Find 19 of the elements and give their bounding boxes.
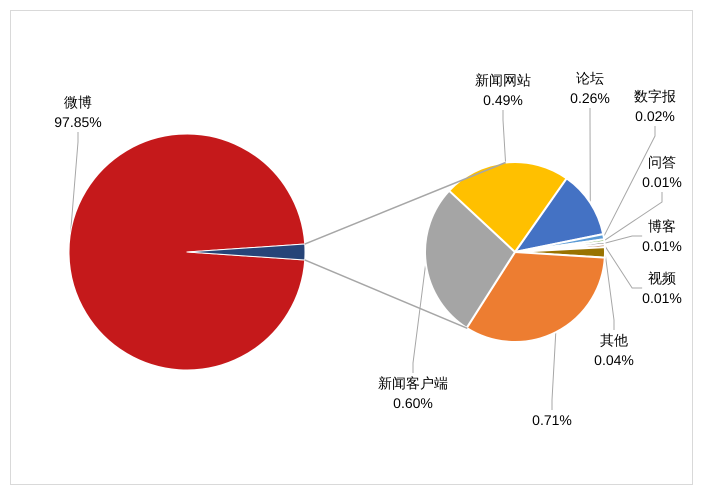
slice-label: 新闻客户端: [378, 375, 448, 391]
slice-label: 其他: [600, 332, 628, 348]
slice-label: 论坛: [576, 70, 604, 86]
slice-label: 微博: [64, 94, 92, 110]
data-label: 0.60%: [393, 395, 433, 411]
data-label: 0.26%: [570, 90, 610, 106]
data-label: 0.01%: [642, 174, 682, 190]
data-label: 0.04%: [594, 352, 634, 368]
slice-label: 数字报: [634, 88, 676, 104]
data-label: 0.02%: [635, 108, 675, 124]
data-label: 0.49%: [483, 92, 523, 108]
data-label: 0.01%: [642, 238, 682, 254]
data-label: 0.01%: [642, 290, 682, 306]
slice-label: 视频: [648, 270, 676, 286]
data-label: 97.85%: [54, 114, 102, 130]
slice-label: 问答: [648, 154, 676, 170]
slice-label: 博客: [648, 218, 676, 234]
data-label: 0.71%: [532, 412, 572, 428]
slice-label: 新闻网站: [475, 72, 531, 88]
